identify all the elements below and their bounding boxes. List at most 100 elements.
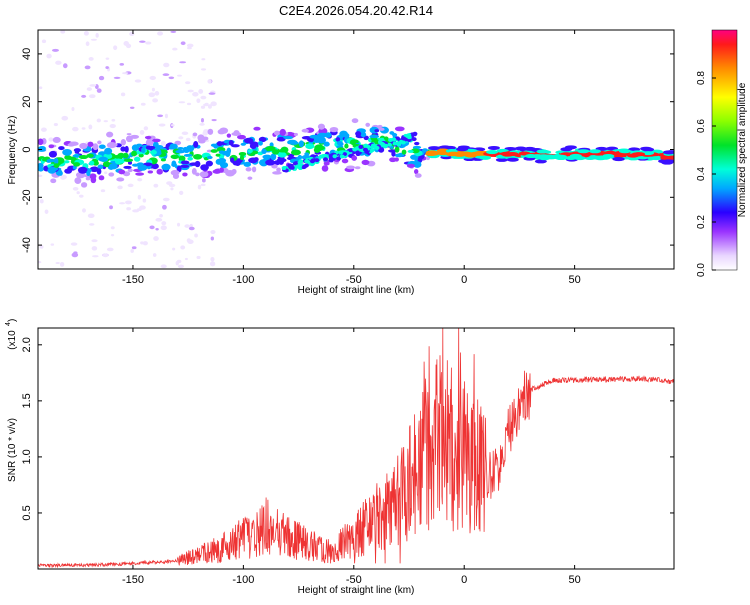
spectrogram-blob: [219, 162, 229, 169]
spectrogram-y-tick-label: 0: [21, 146, 33, 152]
spectrogram-blob: [89, 160, 95, 166]
spectrogram-speckle: [38, 174, 43, 177]
spectrogram-speckle: [88, 124, 93, 130]
spectrogram-blob: [322, 157, 328, 162]
spectrogram-speckle: [48, 137, 54, 142]
spectrogram-blob: [428, 146, 441, 151]
spectrogram-blob: [487, 145, 500, 150]
spectrogram-blob: [277, 148, 288, 153]
spectrogram-speckle: [38, 86, 43, 90]
spectrogram-blob: [293, 132, 298, 136]
spectrogram-blob: [281, 166, 287, 171]
spectrogram-speckle: [123, 40, 129, 46]
spectrogram-blob: [324, 132, 332, 138]
spectrogram-blob: [294, 164, 300, 169]
spectrogram-blob: [182, 172, 188, 177]
spectrogram-blob: [98, 156, 108, 162]
spectrogram-blob: [86, 169, 91, 177]
spectrogram-blob: [38, 162, 44, 168]
spectrogram-blob: [355, 131, 362, 137]
spectrogram-speckle: [180, 245, 186, 250]
spectrogram-blob: [336, 156, 342, 161]
spectrogram-blob: [228, 140, 234, 146]
spectrogram-blob: [78, 155, 89, 160]
spectrogram-speckle: [143, 126, 149, 131]
spectrogram-speckle: [79, 194, 84, 198]
spectrogram-speckle: [188, 226, 195, 231]
snr-y-tick-label: 2.0: [21, 337, 33, 352]
spectrogram-speckle: [153, 236, 159, 241]
spectrogram-blob: [271, 164, 278, 169]
spectrogram-blob: [270, 153, 277, 161]
spectrogram-speckle: [185, 137, 191, 142]
spectrogram-speckle: [86, 87, 92, 91]
spectrogram-speckle: [39, 199, 44, 204]
spectrogram-blob: [156, 168, 163, 175]
spectrogram-blob: [180, 160, 190, 165]
spectrogram-blob: [141, 147, 146, 154]
spectrogram-blob: [402, 137, 408, 142]
spectrogram-speckle: [126, 207, 132, 211]
spectrogram-blob: [373, 145, 379, 150]
spectrogram-blob: [354, 150, 360, 155]
spectrogram-speckle: [139, 40, 146, 43]
spectrogram-speckle: [40, 127, 47, 132]
spectrogram-speckle: [180, 41, 186, 46]
spectrogram-blob: [577, 149, 590, 154]
spectrogram-speckle: [53, 122, 59, 127]
spectrogram-speckle: [201, 58, 206, 61]
spectrogram-blob: [124, 145, 129, 153]
spectrogram-blob: [413, 168, 419, 175]
spectrogram-blob: [374, 129, 380, 133]
spectrogram-blob: [122, 152, 129, 159]
spectrogram-speckle: [160, 225, 167, 231]
spectrogram-speckle: [210, 230, 216, 235]
spectrogram-x-ticks: -150 -100 -50 0 50: [122, 30, 581, 286]
spectrogram-speckle: [149, 75, 157, 81]
spectrogram-blob: [79, 142, 88, 150]
spectrogram-speckle: [152, 98, 159, 103]
spectrogram-blob: [351, 155, 358, 161]
spectrogram-x-tick-label: -100: [232, 274, 254, 286]
spectrogram-speckle: [96, 118, 101, 123]
spectrogram-blob: [486, 150, 499, 155]
spectrogram-blob: [283, 135, 294, 140]
spectrogram-speckle: [168, 183, 176, 188]
spectrogram-blob: [554, 154, 567, 159]
spectrogram-blob: [290, 149, 301, 156]
spectrogram-speckle: [130, 249, 134, 253]
snr-y-tick-label: 1.0: [21, 449, 33, 464]
snr-x-tick-label: -100: [232, 574, 254, 586]
colorbar: 0.0 0.2 0.4 0.6 0.8 Normalized spectral ampl…: [696, 29, 748, 277]
spectrogram-blob: [69, 141, 79, 146]
spectrogram-speckle: [159, 214, 163, 218]
spectrogram-blob: [317, 132, 328, 138]
spectrogram-blob: [287, 140, 293, 145]
spectrogram-blob: [147, 170, 154, 174]
spectrogram-speckle: [186, 238, 191, 243]
spectrogram-blob: [191, 168, 197, 175]
spectrogram-speckle: [148, 92, 156, 98]
spectrogram-blob: [365, 122, 371, 127]
spectrogram-blob: [120, 146, 126, 152]
spectrogram-blob: [144, 135, 152, 140]
spectrogram-blob: [406, 163, 415, 168]
spectrogram-speckle: [137, 194, 142, 200]
spectrogram-blob: [369, 134, 380, 139]
spectrogram-blob: [310, 158, 316, 163]
spectrogram-blob: [414, 141, 420, 146]
spectrogram-blob: [301, 128, 309, 133]
spectrogram-blob: [102, 161, 111, 168]
spectrogram-blob: [276, 136, 286, 142]
snr-x-tick-label: -150: [122, 574, 144, 586]
spectrogram-blob: [239, 155, 245, 161]
spectrogram-speckle: [55, 262, 60, 265]
spectrogram-blob: [193, 140, 199, 148]
spectrogram-speckle: [109, 124, 116, 129]
spectrogram-blob: [569, 153, 582, 158]
spectrogram-blob: [98, 175, 105, 181]
spectrogram-blob: [363, 135, 369, 141]
snr-y-tick-label: 1.5: [21, 393, 33, 408]
spectrogram-blob: [351, 118, 359, 124]
